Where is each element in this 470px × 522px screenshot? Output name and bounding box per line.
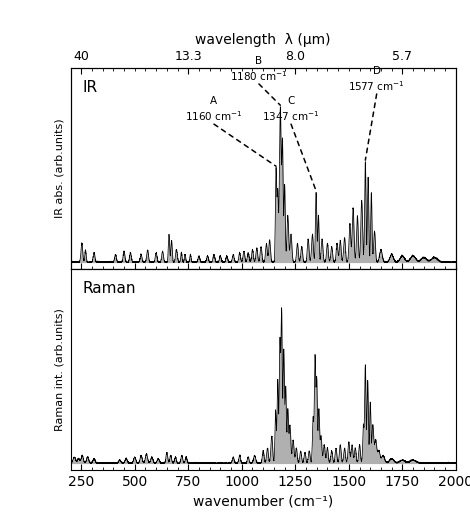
Y-axis label: Raman int. (arb.units): Raman int. (arb.units)	[55, 308, 65, 431]
Text: C
1347 cm$^{-1}$: C 1347 cm$^{-1}$	[262, 96, 320, 123]
X-axis label: wavenumber (cm⁻¹): wavenumber (cm⁻¹)	[193, 494, 333, 508]
X-axis label: wavelength  λ (μm): wavelength λ (μm)	[196, 33, 331, 48]
Text: A
1160 cm$^{-1}$: A 1160 cm$^{-1}$	[185, 96, 243, 123]
Y-axis label: IR abs. (arb.units): IR abs. (arb.units)	[55, 118, 65, 218]
Text: D
1577 cm$^{-1}$: D 1577 cm$^{-1}$	[348, 66, 405, 93]
Text: IR: IR	[82, 80, 97, 95]
Text: B
1180 cm$^{-1}$: B 1180 cm$^{-1}$	[230, 56, 288, 83]
Text: Raman: Raman	[82, 281, 135, 296]
